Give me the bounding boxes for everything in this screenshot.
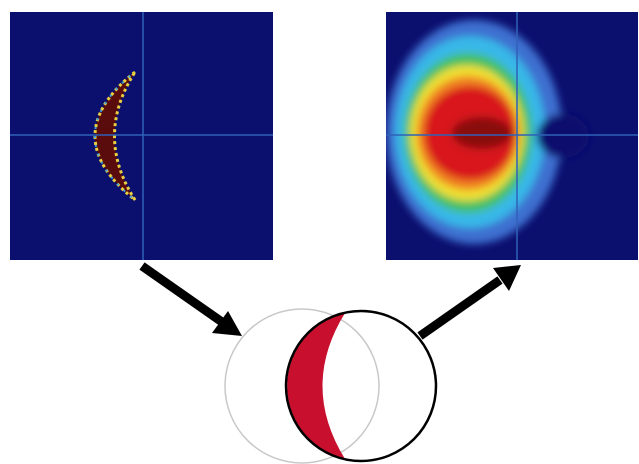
result-panel bbox=[386, 12, 638, 260]
arrow-up bbox=[420, 265, 521, 336]
source-panel bbox=[10, 12, 273, 260]
crescent-overlap bbox=[287, 313, 345, 459]
panel-background bbox=[10, 12, 273, 260]
figure bbox=[0, 0, 639, 464]
arrow-down bbox=[142, 266, 242, 336]
